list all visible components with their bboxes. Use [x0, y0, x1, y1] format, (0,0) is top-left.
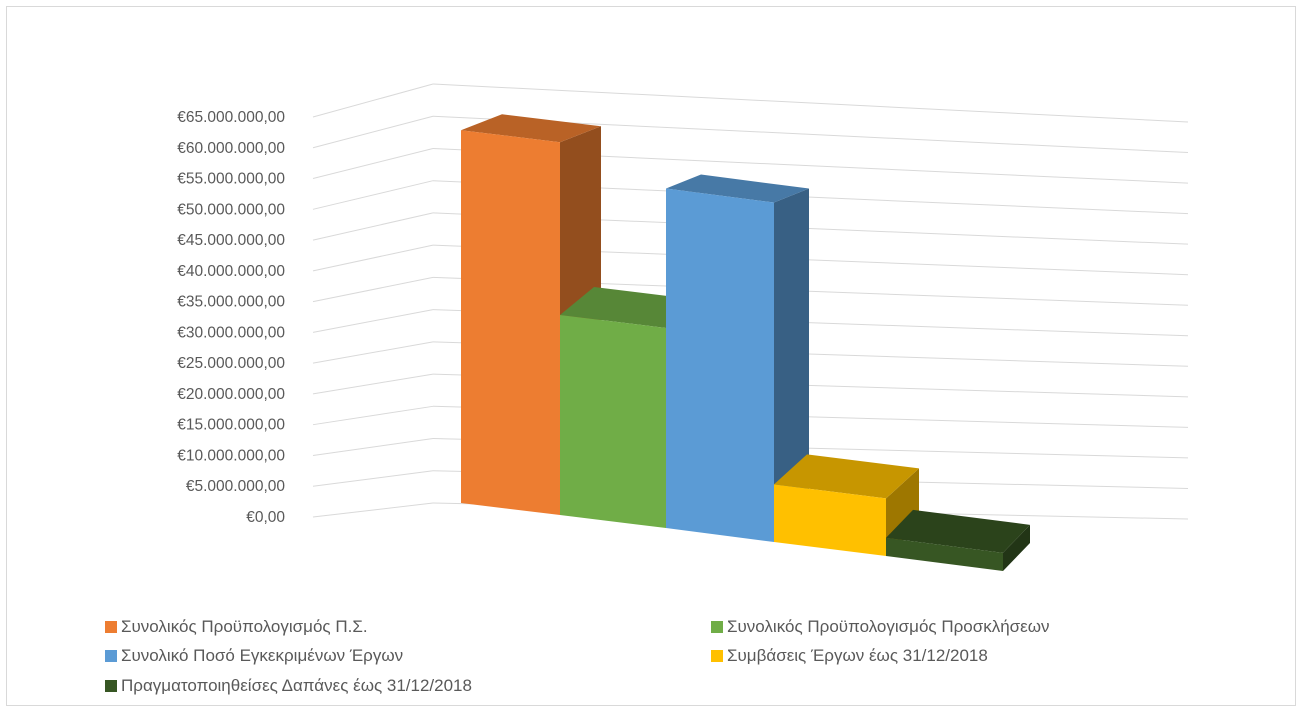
y-tick-label: €0,00	[246, 509, 285, 526]
y-tick-label: €55.000.000,00	[177, 171, 285, 188]
y-tick-label: €15.000.000,00	[177, 417, 285, 434]
legend-label: Συνολικός Προϋπολογισμός Π.Σ.	[121, 617, 368, 636]
legend-swatch	[105, 650, 117, 662]
y-tick-label: €30.000.000,00	[177, 324, 285, 341]
bars	[461, 114, 1030, 571]
legend-label: Συνολικός Προϋπολογισμός Προσκλήσεων	[727, 617, 1050, 636]
bar-front	[886, 537, 1003, 571]
chart-canvas: €0,00 €5.000.000,00 €10.000.000,00 €15.000.…	[105, 83, 1189, 695]
legend-swatch	[105, 621, 117, 633]
gridline-side	[312, 212, 434, 241]
bar-top	[774, 454, 919, 499]
bar-top	[560, 286, 700, 328]
gridline-side	[312, 276, 434, 303]
bar-side	[1003, 524, 1030, 571]
legend-swatch	[711, 621, 723, 633]
bar	[560, 286, 700, 528]
bar-front	[774, 484, 886, 556]
gridline-side	[312, 405, 434, 426]
gridline-side	[312, 180, 434, 210]
bar-front	[666, 188, 774, 543]
bar-side	[774, 188, 809, 543]
bar-top	[461, 114, 601, 143]
y-tick-label: €40.000.000,00	[177, 263, 285, 280]
gridline-side	[312, 83, 434, 118]
bar-top	[886, 509, 1030, 553]
y-tick-label: €65.000.000,00	[177, 109, 285, 126]
y-tick-label: €50.000.000,00	[177, 201, 285, 218]
y-tick-label: €10.000.000,00	[177, 447, 285, 464]
legend-item: Συμβάσεις Έργων έως 31/12/2018	[711, 646, 988, 665]
chart-area: €0,00 €5.000.000,00 €10.000.000,00 €15.000.…	[6, 6, 1296, 706]
legend-label: Πραγματοποιηθείσες Δαπάνες έως 31/12/201…	[121, 676, 472, 695]
gridline-side	[312, 244, 434, 272]
legend-item: Συνολικός Προϋπολογισμός Π.Σ.	[105, 617, 368, 636]
gridline-back	[432, 83, 1189, 123]
gridline-side	[312, 115, 434, 149]
legend-item: Συνολικός Προϋπολογισμός Προσκλήσεων	[711, 617, 1050, 636]
gridline-side	[312, 438, 434, 456]
y-tick-label: €25.000.000,00	[177, 355, 285, 372]
bar-front	[560, 314, 666, 528]
gridline-side	[312, 309, 434, 333]
legend-swatch	[711, 650, 723, 662]
legend-swatch	[105, 680, 117, 692]
bar-top	[666, 174, 809, 203]
bar	[666, 174, 809, 543]
bar-front	[461, 130, 560, 515]
y-tick-label: €5.000.000,00	[186, 478, 286, 495]
bar	[886, 509, 1030, 571]
gridline-side	[312, 147, 434, 180]
legend: Συνολικός Προϋπολογισμός Π.Σ. Συνολικός Π…	[105, 617, 1050, 695]
legend-item: Συνολικό Ποσό Εγκεκριμένων Έργων	[105, 646, 403, 665]
y-tick-label: €45.000.000,00	[177, 232, 285, 249]
legend-item: Πραγματοποιηθείσες Δαπάνες έως 31/12/201…	[105, 676, 472, 695]
y-tick-label: €35.000.000,00	[177, 294, 285, 311]
y-axis-ticks: €0,00 €5.000.000,00 €10.000.000,00 €15.000.…	[177, 109, 285, 526]
gridline-side	[312, 502, 434, 518]
y-tick-label: €60.000.000,00	[177, 140, 285, 157]
y-tick-label: €20.000.000,00	[177, 386, 285, 403]
legend-label: Συνολικό Ποσό Εγκεκριμένων Έργων	[121, 646, 403, 665]
gridline-side	[312, 470, 434, 487]
gridline-side	[312, 341, 434, 364]
gridline-side	[312, 373, 434, 395]
legend-label: Συμβάσεις Έργων έως 31/12/2018	[727, 646, 988, 665]
